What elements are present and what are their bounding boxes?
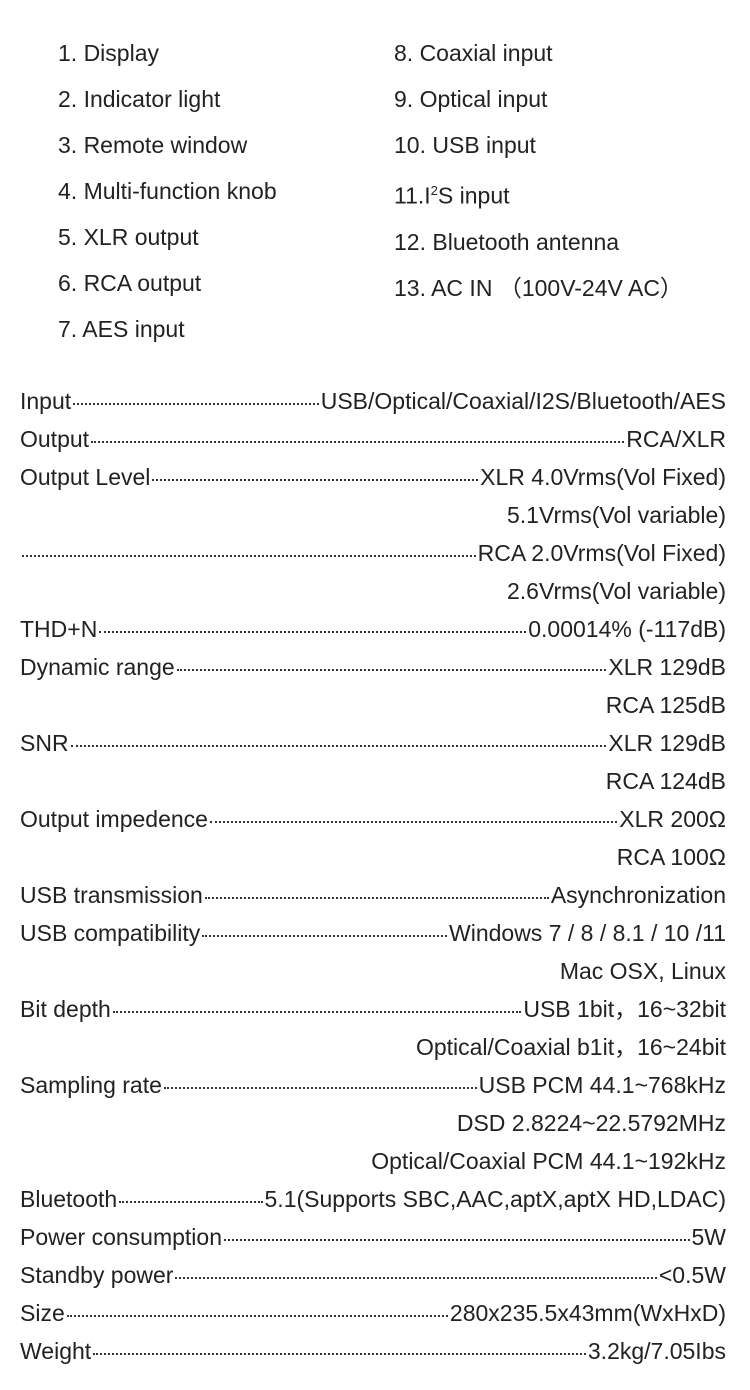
spec-dots bbox=[205, 897, 549, 899]
spec-row: Output impedence XLR 200Ω bbox=[20, 800, 726, 838]
spec-dots bbox=[71, 745, 607, 747]
spec-continuation: RCA 125dB bbox=[20, 686, 726, 724]
spec-label: Size bbox=[20, 1294, 65, 1332]
part-item: 7. AES input bbox=[58, 306, 374, 352]
spec-label: Standby power bbox=[20, 1256, 173, 1294]
spec-row: Bit depth USB 1bit，16~32bit bbox=[20, 990, 726, 1028]
spec-value: RCA/XLR bbox=[626, 420, 726, 458]
parts-column-left: 1. Display2. Indicator light3. Remote wi… bbox=[58, 30, 374, 352]
spec-label: Input bbox=[20, 382, 71, 420]
spec-row: USB compatibility Windows 7 / 8 / 8.1 / … bbox=[20, 914, 726, 952]
part-item: 9. Optical input bbox=[394, 76, 710, 122]
spec-label: Output Level bbox=[20, 458, 150, 496]
spec-dots bbox=[113, 1011, 522, 1013]
spec-dots bbox=[91, 441, 624, 443]
spec-dots bbox=[177, 669, 607, 671]
spec-value: 5.1(Supports SBC,AAC,aptX,aptX HD,LDAC) bbox=[265, 1180, 726, 1218]
spec-value: Asynchronization bbox=[551, 876, 726, 914]
spec-dots bbox=[119, 1201, 262, 1203]
spec-continuation: RCA 100Ω bbox=[20, 838, 726, 876]
spec-dots bbox=[164, 1087, 477, 1089]
part-item: 1. Display bbox=[58, 30, 374, 76]
part-item: 6. RCA output bbox=[58, 260, 374, 306]
spec-dots bbox=[67, 1315, 448, 1317]
part-item: 8. Coaxial input bbox=[394, 30, 710, 76]
spec-value: XLR 129dB bbox=[608, 648, 726, 686]
spec-value: USB/Optical/Coaxial/I2S/Bluetooth/AES bbox=[321, 382, 726, 420]
spec-continuation: Mac OSX, Linux bbox=[20, 952, 726, 990]
spec-row: Output Level XLR 4.0Vrms(Vol Fixed) bbox=[20, 458, 726, 496]
spec-label: Bit depth bbox=[20, 990, 111, 1028]
spec-row: Bluetooth 5.1(Supports SBC,AAC,aptX,aptX … bbox=[20, 1180, 726, 1218]
spec-row: Output RCA/XLR bbox=[20, 420, 726, 458]
spec-label: Bluetooth bbox=[20, 1180, 117, 1218]
spec-label: Power consumption bbox=[20, 1218, 222, 1256]
spec-dots bbox=[22, 555, 476, 557]
spec-value: USB PCM 44.1~768kHz bbox=[479, 1066, 726, 1104]
spec-dots bbox=[152, 479, 478, 481]
spec-value: 280x235.5x43mm(WxHxD) bbox=[450, 1294, 726, 1332]
spec-label: Output impedence bbox=[20, 800, 208, 838]
part-item: 3. Remote window bbox=[58, 122, 374, 168]
spec-row: THD+N 0.00014% (-117dB) bbox=[20, 610, 726, 648]
spec-dots bbox=[93, 1353, 586, 1355]
spec-continuation: Optical/Coaxial PCM 44.1~192kHz bbox=[20, 1142, 726, 1180]
spec-row: USB transmission Asynchronization bbox=[20, 876, 726, 914]
spec-value: 0.00014% (-117dB) bbox=[528, 610, 726, 648]
spec-value: XLR 200Ω bbox=[619, 800, 726, 838]
part-item: 5. XLR output bbox=[58, 214, 374, 260]
parts-column-right: 8. Coaxial input9. Optical input10. USB … bbox=[374, 30, 710, 352]
spec-value: <0.5W bbox=[659, 1256, 726, 1294]
spec-dots bbox=[210, 821, 617, 823]
spec-continuation: RCA 124dB bbox=[20, 762, 726, 800]
spec-dots bbox=[224, 1239, 690, 1241]
spec-value: XLR 4.0Vrms(Vol Fixed) bbox=[480, 458, 726, 496]
part-item: 11.I2S input bbox=[394, 168, 710, 219]
part-item: 2. Indicator light bbox=[58, 76, 374, 122]
spec-value: Windows 7 / 8 / 8.1 / 10 /11 bbox=[449, 914, 726, 952]
spec-label: USB compatibility bbox=[20, 914, 200, 952]
spec-row: RCA 2.0Vrms(Vol Fixed) bbox=[20, 534, 726, 572]
spec-value: RCA 2.0Vrms(Vol Fixed) bbox=[478, 534, 726, 572]
part-item: 10. USB input bbox=[394, 122, 710, 168]
spec-dots bbox=[175, 1277, 656, 1279]
spec-row: Weight 3.2kg/7.05Ibs bbox=[20, 1332, 726, 1370]
spec-label: Weight bbox=[20, 1332, 91, 1370]
spec-row: Input USB/Optical/Coaxial/I2S/Bluetooth/A… bbox=[20, 382, 726, 420]
specs-section: Input USB/Optical/Coaxial/I2S/Bluetooth/A… bbox=[20, 382, 730, 1370]
parts-list: 1. Display2. Indicator light3. Remote wi… bbox=[20, 30, 730, 372]
spec-row: Standby power <0.5W bbox=[20, 1256, 726, 1294]
spec-label: USB transmission bbox=[20, 876, 203, 914]
spec-row: Sampling rate USB PCM 44.1~768kHz bbox=[20, 1066, 726, 1104]
spec-value: 3.2kg/7.05Ibs bbox=[588, 1332, 726, 1370]
spec-label: SNR bbox=[20, 724, 69, 762]
spec-label: THD+N bbox=[20, 610, 97, 648]
spec-row: Size 280x235.5x43mm(WxHxD) bbox=[20, 1294, 726, 1332]
spec-value: 5W bbox=[692, 1218, 727, 1256]
spec-dots bbox=[73, 403, 319, 405]
spec-dots bbox=[202, 935, 447, 937]
spec-value: USB 1bit，16~32bit bbox=[523, 990, 726, 1028]
spec-row: Dynamic range XLR 129dB bbox=[20, 648, 726, 686]
part-item: 4. Multi-function knob bbox=[58, 168, 374, 214]
spec-continuation: DSD 2.8224~22.5792MHz bbox=[20, 1104, 726, 1142]
spec-continuation: 5.1Vrms(Vol variable) bbox=[20, 496, 726, 534]
spec-value: XLR 129dB bbox=[608, 724, 726, 762]
spec-dots bbox=[99, 631, 526, 633]
spec-label: Output bbox=[20, 420, 89, 458]
part-item: 13. AC IN （100V-24V AC） bbox=[394, 265, 710, 311]
spec-row: SNR XLR 129dB bbox=[20, 724, 726, 762]
spec-continuation: 2.6Vrms(Vol variable) bbox=[20, 572, 726, 610]
spec-continuation: Optical/Coaxial b1it，16~24bit bbox=[20, 1028, 726, 1066]
spec-label: Dynamic range bbox=[20, 648, 175, 686]
spec-row: Power consumption 5W bbox=[20, 1218, 726, 1256]
spec-label: Sampling rate bbox=[20, 1066, 162, 1104]
part-item: 12. Bluetooth antenna bbox=[394, 219, 710, 265]
